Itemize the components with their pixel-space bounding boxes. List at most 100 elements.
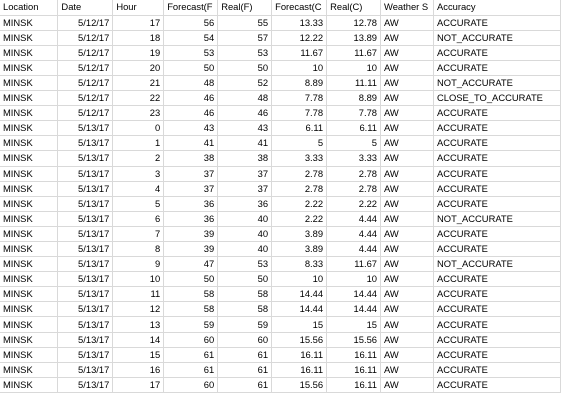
cell-real-c[interactable]: 10 xyxy=(326,271,382,288)
cell-accuracy[interactable]: ACCURATE xyxy=(433,181,561,197)
cell-real-c[interactable]: 15 xyxy=(326,316,382,333)
cell-forecast-f[interactable]: 58 xyxy=(163,301,219,318)
cell-weather-source[interactable]: AW xyxy=(380,75,434,92)
cell-location[interactable]: MINSK xyxy=(0,15,59,31)
cell-forecast-c[interactable]: 3.89 xyxy=(271,226,328,243)
cell-date[interactable]: 5/13/17 xyxy=(57,286,114,303)
cell-weather-source[interactable]: AW xyxy=(380,196,434,212)
cell-real-f[interactable]: 55 xyxy=(217,15,273,31)
cell-hour[interactable]: 9 xyxy=(112,256,165,273)
cell-accuracy[interactable]: ACCURATE xyxy=(433,362,561,378)
cell-accuracy[interactable]: ACCURATE xyxy=(433,286,561,303)
cell-location[interactable]: MINSK xyxy=(0,135,59,152)
cell-accuracy[interactable]: ACCURATE xyxy=(433,332,561,348)
cell-forecast-f[interactable]: 36 xyxy=(163,211,219,227)
cell-real-f[interactable]: 50 xyxy=(217,271,273,288)
cell-weather-source[interactable]: AW xyxy=(380,256,434,273)
cell-hour[interactable]: 13 xyxy=(112,316,165,333)
cell-weather-source[interactable]: AW xyxy=(380,377,434,393)
header-cell-accuracy[interactable]: Accuracy xyxy=(433,0,561,16)
cell-weather-source[interactable]: AW xyxy=(380,286,434,303)
cell-forecast-c[interactable]: 2.22 xyxy=(271,196,328,212)
cell-weather-source[interactable]: AW xyxy=(380,15,434,31)
cell-accuracy[interactable]: ACCURATE xyxy=(433,301,561,318)
cell-real-c[interactable]: 10 xyxy=(326,60,382,76)
cell-accuracy[interactable]: ACCURATE xyxy=(433,135,561,152)
cell-hour[interactable]: 5 xyxy=(112,196,165,212)
cell-date[interactable]: 5/12/17 xyxy=(57,105,114,122)
cell-date[interactable]: 5/12/17 xyxy=(57,75,114,92)
cell-date[interactable]: 5/13/17 xyxy=(57,362,114,378)
cell-date[interactable]: 5/13/17 xyxy=(57,256,114,273)
cell-location[interactable]: MINSK xyxy=(0,105,59,122)
cell-forecast-f[interactable]: 43 xyxy=(163,120,219,137)
cell-weather-source[interactable]: AW xyxy=(380,226,434,243)
cell-location[interactable]: MINSK xyxy=(0,301,59,318)
cell-location[interactable]: MINSK xyxy=(0,226,59,243)
cell-real-c[interactable]: 2.78 xyxy=(326,166,382,182)
cell-hour[interactable]: 3 xyxy=(112,166,165,182)
cell-real-f[interactable]: 48 xyxy=(217,90,273,107)
cell-weather-source[interactable]: AW xyxy=(380,211,434,227)
cell-forecast-c[interactable]: 10 xyxy=(271,271,328,288)
cell-location[interactable]: MINSK xyxy=(0,316,59,333)
cell-forecast-f[interactable]: 54 xyxy=(163,30,219,46)
cell-date[interactable]: 5/13/17 xyxy=(57,181,114,197)
cell-date[interactable]: 5/13/17 xyxy=(57,135,114,152)
cell-forecast-f[interactable]: 56 xyxy=(163,15,219,31)
cell-real-f[interactable]: 61 xyxy=(217,347,273,363)
cell-date[interactable]: 5/13/17 xyxy=(57,271,114,288)
cell-forecast-f[interactable]: 41 xyxy=(163,135,219,152)
cell-hour[interactable]: 12 xyxy=(112,301,165,318)
cell-location[interactable]: MINSK xyxy=(0,90,59,107)
cell-hour[interactable]: 23 xyxy=(112,105,165,122)
header-cell-location[interactable]: Location xyxy=(0,0,59,16)
cell-accuracy[interactable]: ACCURATE xyxy=(433,166,561,182)
cell-forecast-c[interactable]: 3.33 xyxy=(271,150,328,167)
cell-location[interactable]: MINSK xyxy=(0,211,59,227)
cell-weather-source[interactable]: AW xyxy=(380,271,434,288)
cell-weather-source[interactable]: AW xyxy=(380,332,434,348)
cell-date[interactable]: 5/12/17 xyxy=(57,30,114,46)
cell-accuracy[interactable]: ACCURATE xyxy=(433,196,561,212)
cell-hour[interactable]: 0 xyxy=(112,120,165,137)
cell-weather-source[interactable]: AW xyxy=(380,301,434,318)
cell-date[interactable]: 5/12/17 xyxy=(57,90,114,107)
cell-accuracy[interactable]: ACCURATE xyxy=(433,377,561,393)
cell-hour[interactable]: 21 xyxy=(112,75,165,92)
cell-forecast-c[interactable]: 10 xyxy=(271,60,328,76)
cell-forecast-c[interactable]: 14.44 xyxy=(271,286,328,303)
header-cell-real-c[interactable]: Real(C) xyxy=(326,0,382,16)
cell-real-f[interactable]: 57 xyxy=(217,30,273,46)
cell-accuracy[interactable]: ACCURATE xyxy=(433,226,561,243)
cell-date[interactable]: 5/13/17 xyxy=(57,150,114,167)
cell-forecast-f[interactable]: 46 xyxy=(163,90,219,107)
cell-accuracy[interactable]: ACCURATE xyxy=(433,45,561,61)
cell-location[interactable]: MINSK xyxy=(0,286,59,303)
cell-real-f[interactable]: 58 xyxy=(217,286,273,303)
cell-forecast-f[interactable]: 37 xyxy=(163,166,219,182)
cell-real-f[interactable]: 40 xyxy=(217,226,273,243)
cell-accuracy[interactable]: ACCURATE xyxy=(433,120,561,137)
cell-forecast-f[interactable]: 39 xyxy=(163,241,219,258)
cell-forecast-c[interactable]: 8.33 xyxy=(271,256,328,273)
cell-hour[interactable]: 14 xyxy=(112,332,165,348)
cell-real-f[interactable]: 40 xyxy=(217,241,273,258)
cell-weather-source[interactable]: AW xyxy=(380,60,434,76)
cell-real-f[interactable]: 58 xyxy=(217,301,273,318)
cell-forecast-c[interactable]: 13.33 xyxy=(271,15,328,31)
cell-accuracy[interactable]: ACCURATE xyxy=(433,15,561,31)
cell-forecast-c[interactable]: 7.78 xyxy=(271,90,328,107)
cell-weather-source[interactable]: AW xyxy=(380,90,434,107)
cell-location[interactable]: MINSK xyxy=(0,271,59,288)
cell-real-c[interactable]: 11.67 xyxy=(326,256,382,273)
cell-date[interactable]: 5/13/17 xyxy=(57,241,114,258)
cell-weather-source[interactable]: AW xyxy=(380,316,434,333)
cell-real-c[interactable]: 16.11 xyxy=(326,362,382,378)
cell-real-f[interactable]: 52 xyxy=(217,75,273,92)
cell-forecast-f[interactable]: 48 xyxy=(163,75,219,92)
cell-accuracy[interactable]: ACCURATE xyxy=(433,347,561,363)
cell-forecast-c[interactable]: 16.11 xyxy=(271,362,328,378)
cell-forecast-f[interactable]: 59 xyxy=(163,316,219,333)
cell-real-c[interactable]: 16.11 xyxy=(326,377,382,393)
